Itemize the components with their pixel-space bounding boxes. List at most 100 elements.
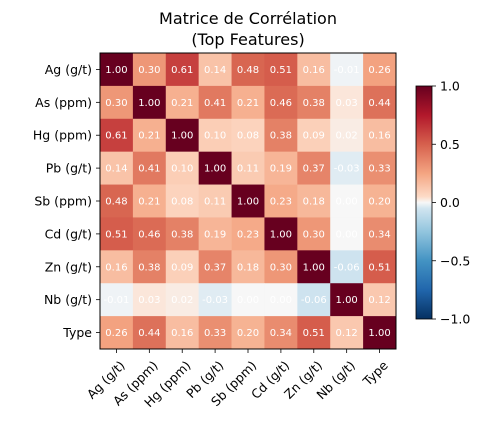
- heatmap-cell-value: 0.33: [204, 328, 226, 339]
- y-tick-label-cd-g-t: Cd (g/t): [45, 226, 92, 241]
- heatmap-cell-value: 1.00: [204, 164, 226, 175]
- heatmap-cell: [132, 151, 167, 185]
- heatmap-cell-value: 1.00: [270, 229, 292, 240]
- heatmap-cell: [165, 316, 199, 350]
- heatmap-cell-labels: 1.00 0.30 0.61 0.14 0.48 0.51 0.16 -0.01 0.26 0.3…: [104, 65, 391, 339]
- colorbar-tick-label: 0.0: [440, 195, 460, 210]
- heatmap-cell: [264, 118, 298, 152]
- heatmap-cell-value: 0.48: [237, 65, 259, 76]
- heatmap-cell: [231, 118, 265, 152]
- heatmap-cell: [100, 53, 134, 87]
- heatmap-cell-value: 1.00: [105, 65, 127, 76]
- colorbar-gradient: [415, 85, 433, 320]
- heatmap-cell: [100, 118, 134, 152]
- heatmap-cell-value: 0.26: [368, 65, 390, 76]
- heatmap-cell-value: 1.00: [237, 197, 259, 208]
- heatmap-cell-value: 0.09: [171, 262, 193, 273]
- heatmap-cell-value: 0.03: [138, 295, 160, 306]
- heatmap-cell: [198, 85, 232, 120]
- heatmap-cell-value: 0.10: [204, 131, 226, 142]
- heatmap-cell-value: 0.00: [336, 197, 358, 208]
- heatmap-cell-value: 0.61: [105, 131, 127, 142]
- heatmap-cell: [198, 184, 232, 218]
- heatmap-cell-value: 0.02: [336, 131, 358, 142]
- heatmap-cell-value: 0.30: [303, 229, 325, 240]
- heatmap-cell: [330, 184, 364, 218]
- heatmap-cell: [363, 283, 397, 317]
- heatmap-cell: [132, 118, 167, 152]
- heatmap-cell-value: 0.48: [105, 197, 127, 208]
- colorbar: 1.0 0.5 0.0 −0.5 −1.0: [415, 79, 470, 327]
- y-tick-label-zn-g-t: Zn (g/t): [45, 259, 92, 274]
- heatmap-cell-value: 0.51: [303, 328, 325, 339]
- heatmap-cell: [132, 250, 167, 284]
- heatmap-cell: [363, 250, 397, 284]
- heatmap-cell: [264, 53, 298, 87]
- heatmap-cell-value: 1.00: [336, 295, 358, 306]
- heatmap-cell: [132, 316, 167, 350]
- heatmap-cell: [330, 316, 364, 350]
- heatmap-cell-value: 0.38: [270, 131, 292, 142]
- heatmap-cell: [198, 53, 232, 87]
- heatmap-cell: [100, 85, 134, 120]
- heatmap-cell-value: -0.03: [202, 295, 228, 306]
- heatmap-cell-value: 0.23: [270, 197, 292, 208]
- heatmap-cell-value: 0.16: [171, 328, 193, 339]
- heatmap-cell: [363, 151, 397, 185]
- heatmap-cell-value: 0.30: [105, 98, 127, 109]
- chart-subtitle: (Top Features): [191, 30, 304, 49]
- heatmap-cell: [165, 217, 199, 251]
- heatmap-cell-value: 1.00: [368, 328, 390, 339]
- heatmap-cell-value: 0.21: [237, 98, 259, 109]
- heatmap-cell: [198, 217, 232, 251]
- heatmap-cell: [264, 283, 298, 317]
- heatmap-cell-value: 0.03: [336, 98, 358, 109]
- heatmap-cell: [198, 283, 232, 317]
- heatmap-cell: [132, 283, 167, 317]
- heatmap-cell-value: 0.51: [368, 262, 390, 273]
- heatmap-cell-value: 0.10: [171, 164, 193, 175]
- heatmap-cell-value: 0.34: [270, 328, 292, 339]
- heatmap-cell: [165, 250, 199, 284]
- heatmap-cell-value: 0.09: [303, 131, 325, 142]
- heatmap-cell-value: 0.20: [237, 328, 259, 339]
- colorbar-ticks: 1.0 0.5 0.0 −0.5 −1.0: [432, 79, 470, 327]
- heatmap-cell-value: 1.00: [303, 262, 325, 273]
- heatmap-cell-value: 0.38: [171, 229, 193, 240]
- heatmap-cell-value: 0.21: [171, 98, 193, 109]
- x-tick-label-type: Type: [359, 357, 391, 389]
- y-tick-label-sb-ppm: Sb (ppm): [34, 194, 92, 209]
- y-tick-label-as-ppm: As (ppm): [35, 95, 92, 110]
- heatmap-cell-value: 0.30: [138, 65, 160, 76]
- heatmap-cell-value: 0.41: [204, 98, 226, 109]
- heatmap-cell: [297, 316, 331, 350]
- heatmap-cell: [231, 184, 265, 218]
- heatmap-cell-value: 0.18: [303, 197, 325, 208]
- heatmap-cell-value: 0.16: [303, 65, 325, 76]
- heatmap-cell: [100, 283, 134, 317]
- heatmap-cell-value: 0.00: [237, 295, 259, 306]
- heatmap-cell-value: 1.00: [171, 131, 193, 142]
- heatmap-cell-value: 0.30: [270, 262, 292, 273]
- heatmap-cell: [297, 250, 331, 284]
- heatmap-cell-value: 0.21: [138, 197, 160, 208]
- heatmap-cell-value: 0.19: [270, 164, 292, 175]
- heatmap-cell: [231, 151, 265, 185]
- heatmap-cell: [330, 151, 364, 185]
- heatmap-cell: [100, 184, 134, 218]
- heatmap-cell-value: 0.12: [336, 328, 358, 339]
- heatmap-cell: [363, 217, 397, 251]
- heatmap-cell: [132, 217, 167, 251]
- heatmap-cell: [198, 151, 232, 185]
- y-tick-label-type: Type: [62, 325, 92, 340]
- heatmap-cell: [165, 85, 199, 120]
- heatmap-cell-value: 1.00: [138, 98, 160, 109]
- heatmap-cell: [231, 283, 265, 317]
- heatmap-cell-value: 0.18: [237, 262, 259, 273]
- heatmap-cell-value: 0.14: [105, 164, 127, 175]
- heatmap-cell-value: 0.20: [368, 197, 390, 208]
- heatmap-cell-value: 0.19: [204, 229, 226, 240]
- heatmap-cell: [363, 85, 397, 120]
- heatmap-cell-value: 0.51: [105, 229, 127, 240]
